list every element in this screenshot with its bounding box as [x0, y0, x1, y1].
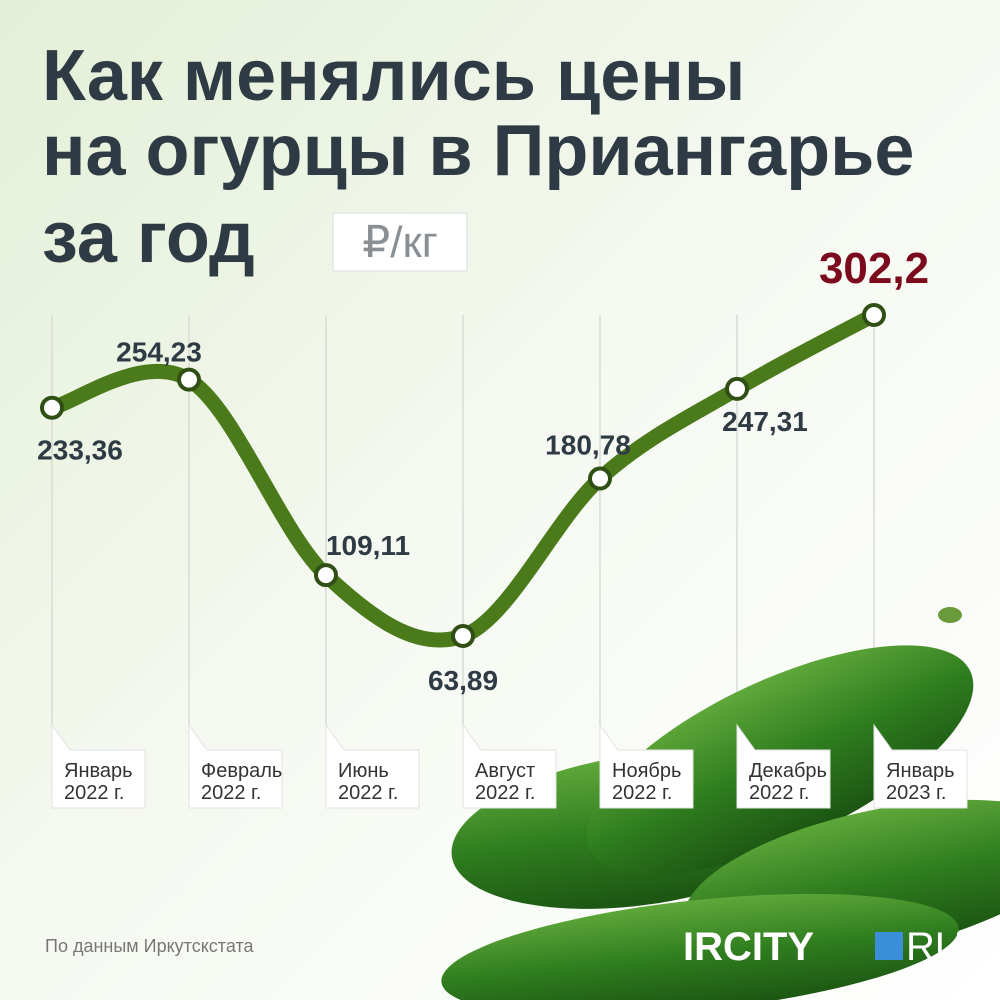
- category-tag: [325, 723, 420, 809]
- point: [588, 466, 612, 491]
- unit-box: [332, 212, 468, 272]
- x-tick-label: Декабрь: [749, 760, 827, 782]
- category-tag: [599, 723, 694, 809]
- x-tick-label: 2022 г.: [612, 782, 672, 804]
- logo-right: RU: [906, 925, 964, 969]
- category-tag: [188, 723, 283, 809]
- source: По данным Иркутскстата: [45, 936, 255, 956]
- value-label: 302,2: [819, 244, 929, 293]
- value-label: 109,11: [326, 530, 410, 561]
- value-label: 254,23: [116, 337, 202, 368]
- point: [177, 367, 201, 392]
- value-label: 63,89: [428, 665, 498, 696]
- unit: ₽/кг: [362, 218, 438, 267]
- x-tick-label: 2022 г.: [64, 782, 124, 804]
- title-line: на огурцы в Приангарье: [42, 111, 914, 191]
- logo-square: [875, 932, 903, 960]
- title: Как менялись цены на огурцы в Приангарье…: [42, 36, 914, 278]
- x-tick-label: 2023 г.: [886, 782, 946, 804]
- x-tick-label: 2022 г.: [338, 782, 398, 804]
- x-tick-label: 2022 г.: [475, 782, 535, 804]
- category-tag: [736, 723, 831, 809]
- x-tick-label: 2022 г.: [201, 782, 261, 804]
- title-line: Как менялись цены: [42, 36, 745, 116]
- x-tick-label: Июнь: [338, 760, 389, 782]
- title-line: за год: [42, 198, 255, 278]
- category-tag: [51, 723, 146, 809]
- x-tick-label: Январь: [64, 760, 133, 782]
- category-tag: [873, 723, 968, 809]
- point: [725, 376, 749, 401]
- x-tick-label: Январь: [886, 760, 955, 782]
- value-label: 247,31: [722, 406, 808, 437]
- point: [40, 395, 64, 420]
- point: [314, 563, 338, 588]
- logo-left: IRCITY: [683, 925, 814, 969]
- point: [862, 303, 886, 327]
- point: [451, 624, 475, 648]
- x-tick-label: 2022 г.: [749, 782, 809, 804]
- x-tick-label: Февраль: [201, 760, 282, 782]
- x-tick-label: Ноябрь: [612, 760, 681, 782]
- value-label: 233,36: [37, 435, 123, 466]
- value-label: 180,78: [545, 430, 631, 461]
- category-tag: [462, 723, 557, 809]
- x-tick-label: Август: [475, 760, 535, 782]
